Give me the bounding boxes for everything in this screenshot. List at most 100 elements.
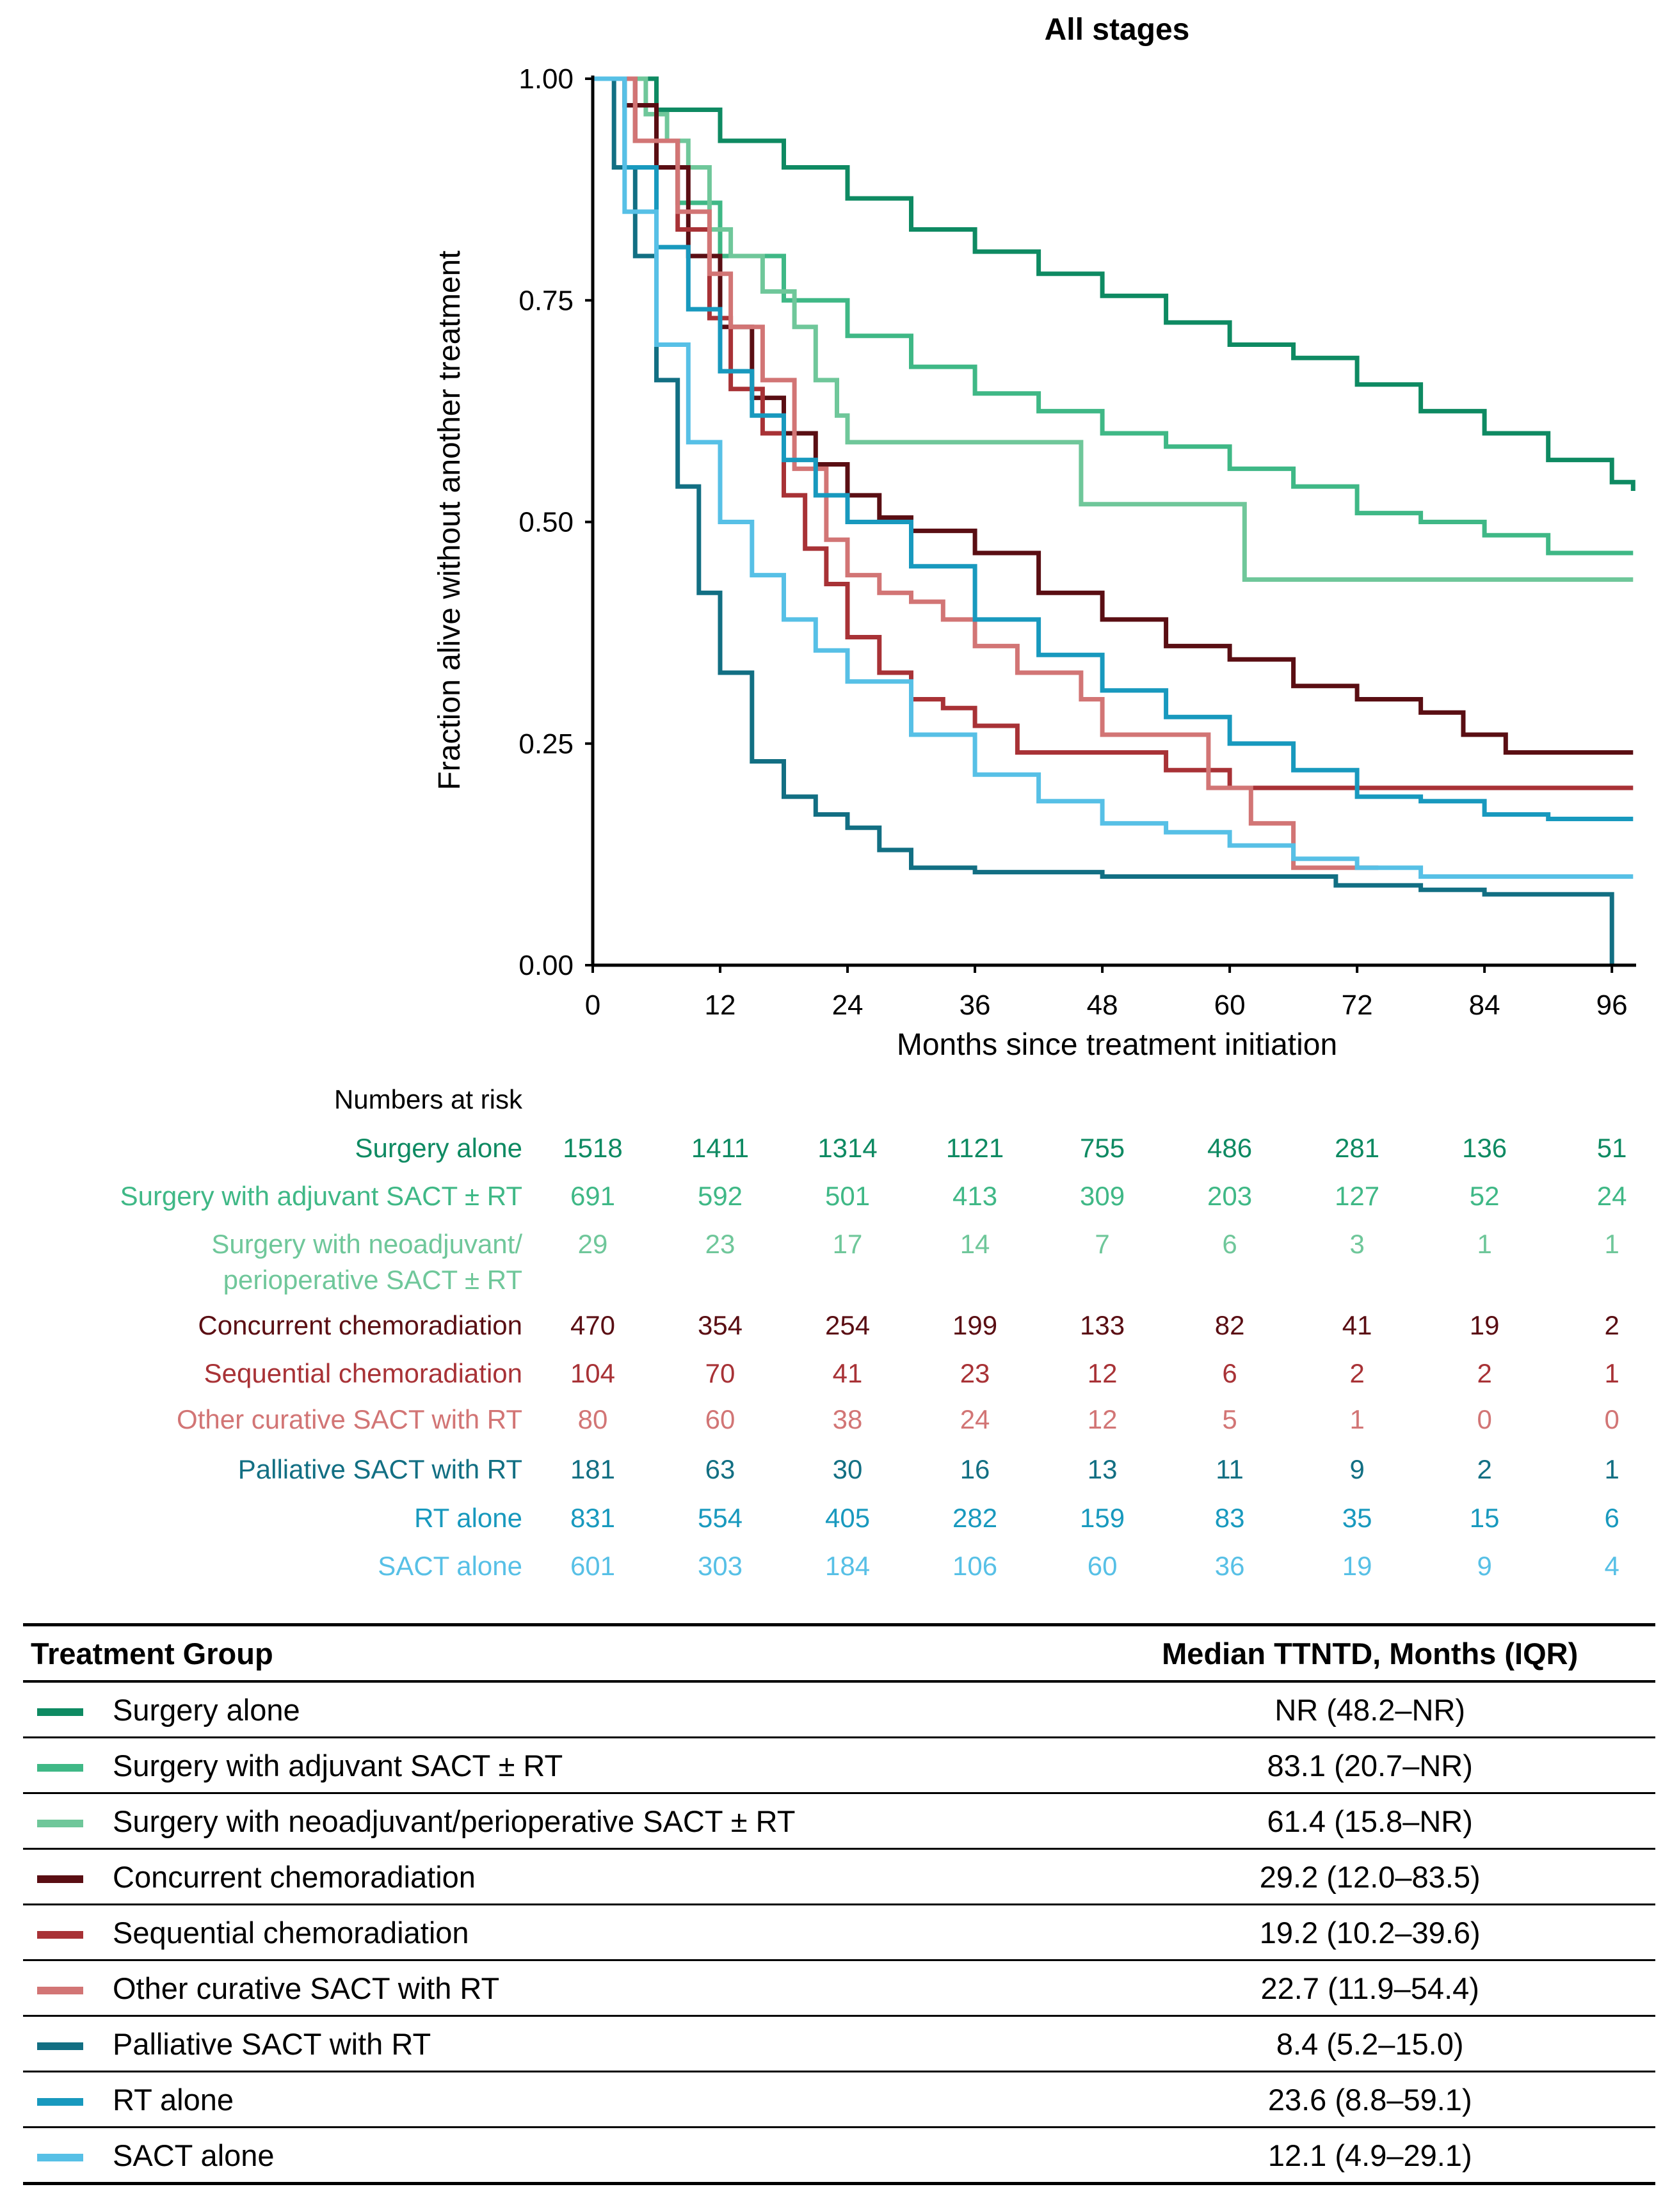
median-ttntd-value: 22.7 (11.9–54.4) <box>1077 1960 1655 2017</box>
risk-value: 41 <box>1342 1310 1372 1340</box>
risk-row-label: Sequential chemoradiation <box>204 1358 522 1388</box>
risk-row-label: Palliative SACT with RT <box>238 1454 522 1484</box>
x-ticks: 0 12 24 36 48 60 72 84 96 <box>585 965 1628 1021</box>
treatment-group-label: RT alone <box>113 2082 234 2117</box>
series-line-9 <box>593 76 1634 879</box>
risk-row-3: Surgery with neoadjuvant/perioperative S… <box>211 1229 1619 1295</box>
risk-value: 136 <box>1462 1133 1507 1163</box>
risk-value: 19 <box>1470 1310 1500 1340</box>
risk-value: 1 <box>1604 1454 1619 1484</box>
median-row-6: Other curative SACT with RT 22.7 (11.9–54… <box>23 1960 1655 2017</box>
risk-value: 6 <box>1222 1358 1237 1388</box>
y-tick-label: 0.50 <box>518 507 574 538</box>
treatment-group-label: Surgery with neoadjuvant/perioperative S… <box>113 1804 796 1838</box>
risk-row-8: RT alone 831 554 405 282 159 83 35 15 6 <box>414 1503 1619 1533</box>
median-ttntd-table: Treatment Group Median TTNTD, Months (IQ… <box>23 1623 1655 2185</box>
treatment-group-cell: Other curative SACT with RT <box>23 1960 1077 2017</box>
risk-value: 11 <box>1216 1454 1244 1484</box>
risk-value: 104 <box>570 1358 615 1388</box>
axes <box>591 76 1636 967</box>
risk-value: 38 <box>833 1404 863 1434</box>
risk-value: 159 <box>1080 1503 1125 1533</box>
risk-value: 1518 <box>563 1133 622 1163</box>
risk-value: 755 <box>1080 1133 1125 1163</box>
median-row-9: SACT alone 12.1 (4.9–29.1) <box>23 2127 1655 2185</box>
risk-value: 0 <box>1604 1404 1619 1434</box>
risk-row-6: Other curative SACT with RT 80 60 38 24 12 5 1 0… <box>177 1404 1619 1434</box>
risk-value: 254 <box>825 1310 870 1340</box>
risk-value: 184 <box>825 1551 870 1581</box>
risk-row-label: perioperative SACT ± RT <box>223 1265 522 1295</box>
risk-value: 1 <box>1349 1404 1364 1434</box>
x-tick-label: 36 <box>960 990 991 1021</box>
risk-row-label: RT alone <box>414 1503 522 1533</box>
x-tick-label: 48 <box>1087 990 1118 1021</box>
risk-value: 23 <box>960 1358 990 1388</box>
median-row-5: Sequential chemoradiation 19.2 (10.2–39.6… <box>23 1904 1655 1961</box>
risk-value: 12 <box>1088 1358 1118 1388</box>
risk-row-label: Surgery with adjuvant SACT ± RT <box>120 1181 522 1211</box>
risk-value: 199 <box>952 1310 997 1340</box>
median-ttntd-value: 61.4 (15.8–NR) <box>1077 1793 1655 1850</box>
km-chart: All stages 0.000.250.500.751.00 0 12 24 36 4… <box>120 13 1636 1581</box>
risk-value: 592 <box>698 1181 743 1211</box>
risk-value: 5 <box>1222 1404 1237 1434</box>
risk-value: 30 <box>833 1454 863 1484</box>
risk-value: 6 <box>1604 1503 1619 1533</box>
median-ttntd-value: 29.2 (12.0–83.5) <box>1077 1848 1655 1905</box>
risk-row-label: Surgery alone <box>355 1133 523 1163</box>
x-tick-label: 72 <box>1342 990 1373 1021</box>
risk-value: 24 <box>960 1404 990 1434</box>
treatment-group-label: Surgery with adjuvant SACT ± RT <box>113 1748 563 1783</box>
median-ttntd-value: 83.1 (20.7–NR) <box>1077 1737 1655 1794</box>
series-line-2 <box>593 76 1634 556</box>
treatment-group-label: Other curative SACT with RT <box>113 1971 500 2005</box>
numbers-at-risk-heading: Numbers at risk <box>334 1084 523 1114</box>
series-line-5 <box>593 76 1634 790</box>
risk-value: 14 <box>960 1229 990 1259</box>
risk-value: 15 <box>1470 1503 1500 1533</box>
legend-swatch <box>37 2098 83 2106</box>
risk-value: 1121 <box>946 1133 1004 1163</box>
treatment-group-cell: SACT alone <box>23 2127 1077 2185</box>
risk-value: 554 <box>698 1503 743 1533</box>
risk-value: 17 <box>833 1229 863 1259</box>
risk-value: 80 <box>578 1404 608 1434</box>
x-tick-label: 0 <box>585 990 600 1021</box>
risk-value: 281 <box>1335 1133 1379 1163</box>
risk-value: 691 <box>570 1181 615 1211</box>
risk-value: 405 <box>825 1503 870 1533</box>
treatment-group-cell: Surgery with neoadjuvant/perioperative S… <box>23 1793 1077 1850</box>
risk-value: 35 <box>1342 1503 1372 1533</box>
risk-value: 282 <box>952 1503 997 1533</box>
series-line-4 <box>593 76 1634 755</box>
risk-value: 601 <box>570 1551 615 1581</box>
risk-value: 19 <box>1342 1551 1372 1581</box>
treatment-group-label: Sequential chemoradiation <box>113 1915 469 1950</box>
risk-value: 16 <box>960 1454 990 1484</box>
risk-value: 501 <box>825 1181 870 1211</box>
risk-value: 3 <box>1349 1229 1364 1259</box>
risk-value: 0 <box>1477 1404 1491 1434</box>
risk-value: 831 <box>570 1503 615 1533</box>
median-row-3: Surgery with neoadjuvant/perioperative S… <box>23 1793 1655 1850</box>
legend-swatch <box>37 1820 83 1828</box>
risk-value: 51 <box>1597 1133 1627 1163</box>
median-row-7: Palliative SACT with RT 8.4 (5.2–15.0) <box>23 2016 1655 2072</box>
x-tick-label: 96 <box>1596 990 1628 1021</box>
risk-row-4: Concurrent chemoradiation 470 354 254 199 133… <box>198 1310 1619 1340</box>
x-tick-label: 84 <box>1469 990 1500 1021</box>
median-row-4: Concurrent chemoradiation 29.2 (12.0–83.5… <box>23 1848 1655 1905</box>
x-tick-label: 60 <box>1214 990 1246 1021</box>
risk-value: 9 <box>1349 1454 1364 1484</box>
risk-value: 181 <box>570 1454 615 1484</box>
treatment-group-label: Concurrent chemoradiation <box>113 1859 476 1894</box>
x-tick-label: 12 <box>705 990 736 1021</box>
y-tick-label: 0.75 <box>518 285 574 316</box>
median-ttntd-value: 8.4 (5.2–15.0) <box>1077 2016 1655 2072</box>
risk-value: 29 <box>578 1229 608 1259</box>
risk-row-2: Surgery with adjuvant SACT ± RT 691 592 501… <box>120 1181 1627 1211</box>
risk-row-5: Sequential chemoradiation 104 70 41 23 12 6 2 2 1 <box>204 1358 1619 1388</box>
series-line-7 <box>593 76 1614 965</box>
treatment-group-cell: RT alone <box>23 2071 1077 2128</box>
